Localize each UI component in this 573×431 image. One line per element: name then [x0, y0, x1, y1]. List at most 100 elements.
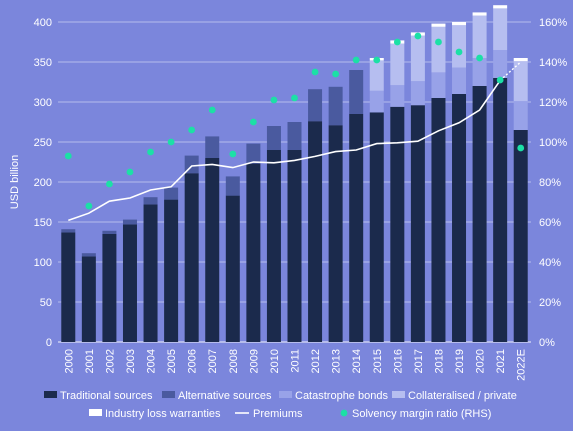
y-tick-label: 200 — [34, 177, 52, 189]
x-tick-label: 2004 — [146, 349, 158, 373]
x-tick-label: 2018 — [433, 349, 445, 373]
solvency-point — [414, 32, 422, 40]
legend-label: Traditional sources — [60, 390, 153, 402]
x-tick-label: 2005 — [166, 349, 178, 373]
bar-segment-0 — [328, 125, 343, 342]
y-tick-label: 300 — [34, 97, 52, 109]
solvency-point — [496, 76, 504, 84]
solvency-point — [167, 138, 175, 146]
legend-label: Industry loss warranties — [105, 408, 221, 420]
bar-segment-1 — [143, 197, 158, 205]
solvency-point — [332, 70, 340, 78]
x-tick-label: 2014 — [351, 349, 363, 373]
bar-segment-1 — [328, 86, 343, 126]
bar-segment-0 — [369, 112, 384, 343]
legend-label: Catastrophe bonds — [295, 390, 388, 402]
solvency-point — [64, 152, 72, 160]
x-tick-label: 2021 — [495, 349, 507, 373]
solvency-point — [311, 68, 319, 76]
bar-segment-0 — [349, 114, 364, 342]
legend-swatch — [279, 391, 292, 398]
bar-segment-3 — [513, 61, 528, 102]
y2-tick-label: 160% — [539, 17, 567, 29]
bar-segment-0 — [61, 232, 76, 342]
y2-tick-label: 60% — [539, 217, 561, 229]
y-tick-label: 100 — [34, 257, 52, 269]
bar-segment-2 — [410, 81, 425, 106]
solvency-point — [208, 106, 216, 114]
x-tick-label: 2001 — [84, 349, 96, 373]
bar-segment-3 — [410, 35, 425, 82]
solvency-point — [147, 148, 154, 156]
bar-segment-0 — [493, 78, 508, 342]
x-tick-label: 2008 — [228, 349, 240, 373]
x-tick-label: 2015 — [372, 349, 384, 373]
bar-segment-2 — [513, 101, 528, 130]
y2-tick-label: 0% — [539, 337, 555, 349]
bar-segment-1 — [287, 122, 302, 150]
x-tick-label: 2020 — [475, 349, 487, 373]
y-axis-title: USD billion — [9, 155, 21, 209]
x-tick-label: 2017 — [413, 349, 425, 373]
x-tick-label: 2012 — [310, 349, 322, 373]
x-tick-label: 2013 — [331, 349, 343, 373]
bar-segment-0 — [225, 195, 240, 342]
bar-segment-1 — [164, 187, 179, 200]
solvency-point — [291, 94, 298, 102]
x-tick-label: 2010 — [269, 349, 281, 373]
solvency-point — [393, 38, 401, 46]
bar-segment-4 — [493, 5, 508, 9]
bar-segment-4 — [431, 23, 446, 27]
bar-segment-0 — [390, 106, 405, 342]
bar-segment-4 — [513, 58, 528, 62]
solvency-point — [352, 56, 360, 64]
y2-tick-label: 40% — [539, 257, 561, 269]
solvency-point — [188, 126, 196, 134]
x-tick-label: 2003 — [125, 349, 137, 373]
bar-segment-0 — [81, 256, 96, 342]
solvency-point — [373, 56, 381, 64]
legend-swatch — [162, 391, 175, 398]
x-tick-label: 2016 — [392, 349, 404, 373]
bar-segment-0 — [287, 150, 302, 342]
premiums-line — [68, 79, 501, 222]
bar-segment-4 — [452, 22, 467, 26]
legend-swatch — [392, 391, 405, 398]
bar-segment-3 — [369, 60, 384, 91]
bar-segment-0 — [102, 234, 117, 342]
bar-segment-2 — [369, 90, 384, 113]
bar-segment-0 — [122, 224, 137, 342]
legend-label: Solvency margin ratio (RHS) — [352, 408, 491, 420]
bar-segment-3 — [452, 25, 467, 68]
bar-segment-0 — [266, 150, 281, 342]
y-tick-label: 400 — [34, 17, 52, 29]
y2-tick-label: 100% — [539, 137, 567, 149]
bar-segment-0 — [431, 98, 446, 342]
y2-tick-label: 120% — [539, 97, 567, 109]
solvency-point — [517, 144, 525, 152]
bar-segment-2 — [472, 58, 487, 86]
bar-segment-0 — [410, 105, 425, 342]
bar-segment-0 — [205, 158, 220, 342]
y-tick-label: 50 — [40, 297, 52, 309]
solvency-point — [270, 96, 278, 104]
y-tick-label: 350 — [34, 57, 52, 69]
bar-segment-1 — [122, 219, 137, 225]
legend-swatch — [89, 409, 102, 416]
solvency-point — [435, 38, 442, 46]
bar-segment-0 — [308, 121, 323, 342]
legend-label: Premiums — [253, 408, 303, 420]
bar-segment-1 — [102, 230, 117, 234]
bar-segment-1 — [349, 70, 364, 114]
bar-segment-3 — [390, 43, 405, 86]
bar-segment-1 — [246, 143, 261, 164]
y2-tick-label: 80% — [539, 177, 561, 189]
bar-segment-3 — [431, 26, 446, 73]
solvency-point — [85, 202, 93, 210]
x-tick-label: 2006 — [187, 349, 199, 373]
y-tick-label: 0 — [46, 337, 52, 349]
bar-segment-0 — [164, 199, 179, 342]
premiums-projection-line — [499, 61, 522, 81]
bar-segment-0 — [513, 130, 528, 342]
x-tick-label: 2011 — [290, 349, 302, 373]
